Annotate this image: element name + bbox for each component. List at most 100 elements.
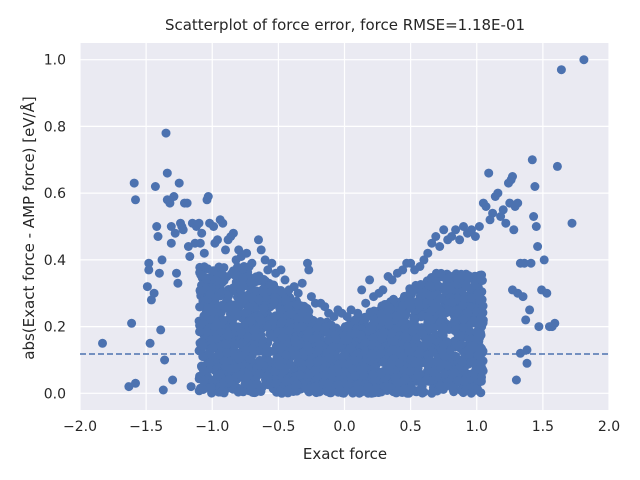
data-point: [242, 248, 252, 258]
data-point: [408, 326, 417, 336]
x-tick-label: 1.0: [466, 419, 488, 435]
data-point: [206, 383, 216, 392]
data-point: [519, 258, 529, 268]
data-point: [509, 225, 519, 235]
data-point: [416, 280, 426, 289]
data-point: [526, 258, 536, 268]
data-point: [459, 222, 468, 231]
data-point: [166, 238, 176, 248]
data-point: [208, 343, 218, 352]
data-point: [550, 318, 560, 328]
data-point: [437, 329, 447, 339]
data-point: [270, 366, 280, 376]
data-point: [476, 376, 486, 386]
data-point: [254, 235, 263, 245]
data-point: [428, 368, 438, 377]
data-point: [419, 387, 429, 397]
data-point: [228, 283, 238, 293]
data-point: [293, 288, 303, 298]
data-point: [220, 339, 230, 349]
data-point: [182, 198, 192, 208]
data-point: [501, 218, 511, 228]
data-point: [286, 309, 296, 319]
data-point: [236, 285, 245, 295]
data-point: [261, 347, 270, 357]
data-point: [426, 356, 435, 366]
data-point: [415, 262, 425, 271]
data-point: [303, 342, 313, 352]
data-point: [272, 353, 282, 363]
data-point: [297, 278, 307, 288]
data-point: [214, 350, 224, 360]
data-point: [450, 368, 459, 378]
data-point: [183, 242, 193, 251]
data-point: [350, 371, 360, 381]
data-point: [529, 212, 539, 221]
data-point: [477, 295, 487, 305]
data-point: [398, 265, 408, 275]
data-point: [173, 278, 183, 288]
data-point: [445, 306, 455, 316]
data-point: [131, 195, 140, 205]
data-point: [352, 384, 362, 394]
data-point: [476, 312, 486, 322]
data-point: [281, 294, 291, 304]
data-point: [297, 322, 307, 332]
data-point: [289, 282, 299, 292]
data-point: [246, 383, 256, 393]
data-point: [324, 335, 333, 345]
data-point: [197, 361, 206, 371]
data-point: [365, 307, 375, 317]
data-point: [457, 271, 467, 280]
data-point: [417, 311, 427, 321]
data-point: [213, 235, 222, 245]
data-point: [377, 334, 387, 344]
data-point: [304, 265, 314, 275]
data-point: [209, 222, 219, 231]
data-point: [276, 318, 286, 328]
data-point: [217, 269, 227, 279]
data-point: [234, 354, 244, 364]
data-point: [534, 322, 544, 332]
data-point: [129, 178, 139, 188]
data-point: [305, 358, 314, 368]
y-tick-labels: 0.0 0.2 0.4 0.6 0.8 1.0: [44, 53, 66, 403]
data-point: [365, 275, 375, 285]
data-point: [178, 225, 188, 235]
data-point: [260, 255, 270, 265]
data-point: [256, 315, 266, 325]
data-point: [165, 198, 175, 208]
data-point: [343, 335, 353, 345]
data-point: [172, 268, 181, 278]
data-point: [474, 222, 484, 231]
data-point: [378, 357, 388, 367]
data-point: [331, 334, 341, 344]
data-point: [149, 288, 159, 298]
data-point: [533, 242, 543, 251]
data-point: [169, 192, 179, 201]
data-point: [515, 348, 525, 358]
x-axis-label: Exact force: [303, 445, 387, 463]
data-point: [127, 318, 137, 328]
data-point: [195, 238, 205, 248]
data-point: [353, 308, 363, 318]
data-point: [439, 225, 449, 235]
data-point: [303, 258, 312, 268]
data-point: [204, 358, 214, 368]
data-point: [311, 366, 320, 376]
data-point: [468, 368, 478, 378]
data-point: [440, 369, 449, 379]
data-point: [144, 265, 154, 275]
data-point: [243, 332, 253, 342]
data-point: [511, 375, 521, 385]
data-points: [98, 55, 589, 395]
data-point: [466, 388, 476, 398]
data-point: [145, 338, 155, 348]
data-point: [467, 225, 476, 235]
data-point: [263, 322, 272, 332]
data-point: [552, 161, 562, 171]
data-point: [311, 333, 321, 343]
data-point: [222, 348, 232, 358]
data-point: [409, 314, 419, 324]
data-point: [306, 292, 316, 302]
